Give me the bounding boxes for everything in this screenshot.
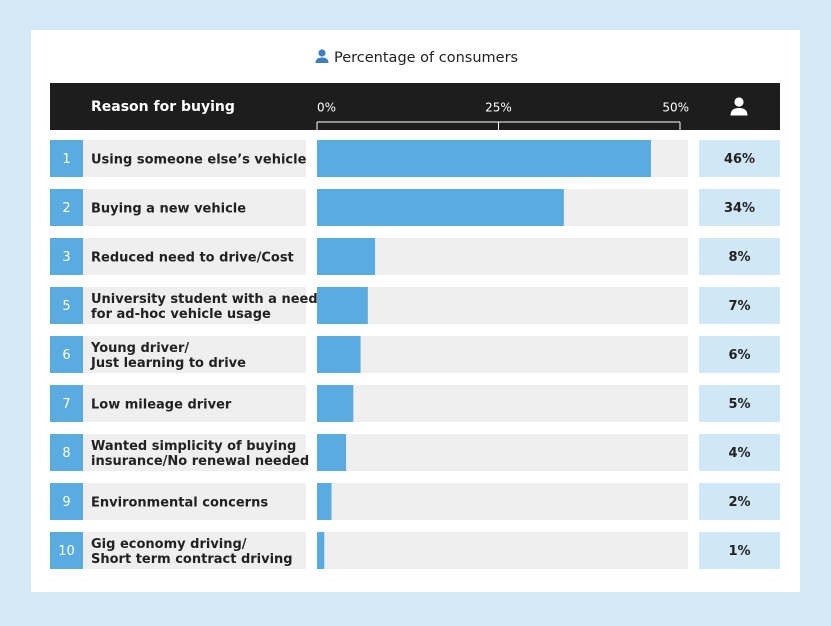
- category-label: Gig economy driving/Short term contract …: [91, 537, 293, 567]
- category-label: Buying a new vehicle: [91, 201, 246, 216]
- bar: [317, 189, 564, 226]
- x-tick-label: 25%: [485, 101, 512, 115]
- rank-label: 3: [62, 250, 70, 265]
- label-box: [83, 238, 306, 275]
- category-line: Short term contract driving: [91, 552, 293, 567]
- value-label: 5%: [728, 397, 750, 412]
- category-label: University student with a need for ad-hoc…: [91, 292, 318, 322]
- category-label: Wanted simplicity of buying insurance/No …: [91, 439, 309, 469]
- rank-box: [50, 434, 83, 471]
- label-box: [83, 532, 306, 569]
- value-label: 8%: [728, 250, 750, 265]
- label-box: [83, 483, 306, 520]
- label-box: [83, 189, 306, 226]
- category-line: for ad-hoc vehicle usage: [91, 307, 271, 322]
- rank-label: 2: [62, 201, 70, 216]
- bar: [317, 140, 651, 177]
- category-line: Buying a new vehicle: [91, 201, 246, 216]
- rank-box: [50, 336, 83, 373]
- value-box: [699, 238, 780, 275]
- category-line: Wanted simplicity of buying: [91, 439, 296, 454]
- category-line: Just learning to drive: [90, 356, 246, 371]
- value-box: [699, 532, 780, 569]
- value-box: [699, 483, 780, 520]
- rank-box: [50, 532, 83, 569]
- bar: [317, 385, 354, 422]
- rank-box: [50, 385, 83, 422]
- value-label: 4%: [728, 446, 750, 461]
- rank-label: 8: [62, 446, 70, 461]
- bar-track: [317, 336, 688, 373]
- value-box: [699, 189, 780, 226]
- bar: [317, 434, 347, 471]
- value-label: 34%: [724, 201, 755, 216]
- category-line: Environmental concerns: [91, 495, 268, 510]
- category-line: Young driver/: [90, 341, 189, 356]
- category-line: Reduced need to drive/Cost: [91, 250, 294, 265]
- bar-track: [317, 385, 688, 422]
- bar: [317, 238, 376, 275]
- bar: [317, 336, 361, 373]
- bar: [317, 483, 332, 520]
- value-box: [699, 385, 780, 422]
- bar-track: [317, 483, 688, 520]
- bar: [317, 532, 325, 569]
- label-box: [83, 140, 306, 177]
- bar-track: [317, 287, 688, 324]
- category-line: University student with a need: [91, 292, 318, 307]
- category-line: insurance/No renewal needed: [91, 454, 309, 469]
- column-header: Reason for buying: [91, 99, 235, 115]
- value-box: [699, 336, 780, 373]
- value-box: [699, 287, 780, 324]
- rank-box: [50, 238, 83, 275]
- value-label: 1%: [728, 544, 750, 559]
- legend-icon: [315, 49, 329, 63]
- category-label: Young driver/Just learning to drive: [90, 341, 246, 371]
- label-box: [83, 287, 306, 324]
- value-label: 6%: [728, 348, 750, 363]
- category-label: Low mileage driver: [91, 397, 232, 412]
- label-box: [83, 434, 306, 471]
- x-tick-label: 0%: [317, 101, 336, 115]
- category-line: Using someone else’s vehicle: [91, 152, 307, 167]
- category-label: Using someone else’s vehicle: [91, 152, 307, 167]
- label-box: [83, 336, 306, 373]
- bar-track: [317, 434, 688, 471]
- bar: [317, 287, 368, 324]
- value-label: 46%: [724, 152, 755, 167]
- x-tick-label: 50%: [662, 101, 689, 115]
- value-box: [699, 140, 780, 177]
- rank-label: 6: [62, 348, 70, 363]
- category-line: Gig economy driving/: [91, 537, 247, 552]
- value-box: [699, 434, 780, 471]
- bar-track: [317, 238, 688, 275]
- rank-label: 9: [62, 495, 70, 510]
- header-icon: [730, 97, 748, 116]
- category-line: Low mileage driver: [91, 397, 232, 412]
- value-label: 2%: [728, 495, 750, 510]
- rank-label: 5: [62, 299, 70, 314]
- rank-box: [50, 483, 83, 520]
- rank-label: 1: [62, 152, 70, 167]
- value-label: 7%: [728, 299, 750, 314]
- chart-title: Percentage of consumers: [334, 50, 518, 66]
- rank-label: 10: [58, 544, 75, 559]
- rank-box: [50, 189, 83, 226]
- bar-track: [317, 532, 688, 569]
- category-label: Environmental concerns: [91, 495, 268, 510]
- label-box: [83, 385, 306, 422]
- rank-label: 7: [62, 397, 70, 412]
- category-label: Reduced need to drive/Cost: [91, 250, 294, 265]
- rank-box: [50, 140, 83, 177]
- rank-box: [50, 287, 83, 324]
